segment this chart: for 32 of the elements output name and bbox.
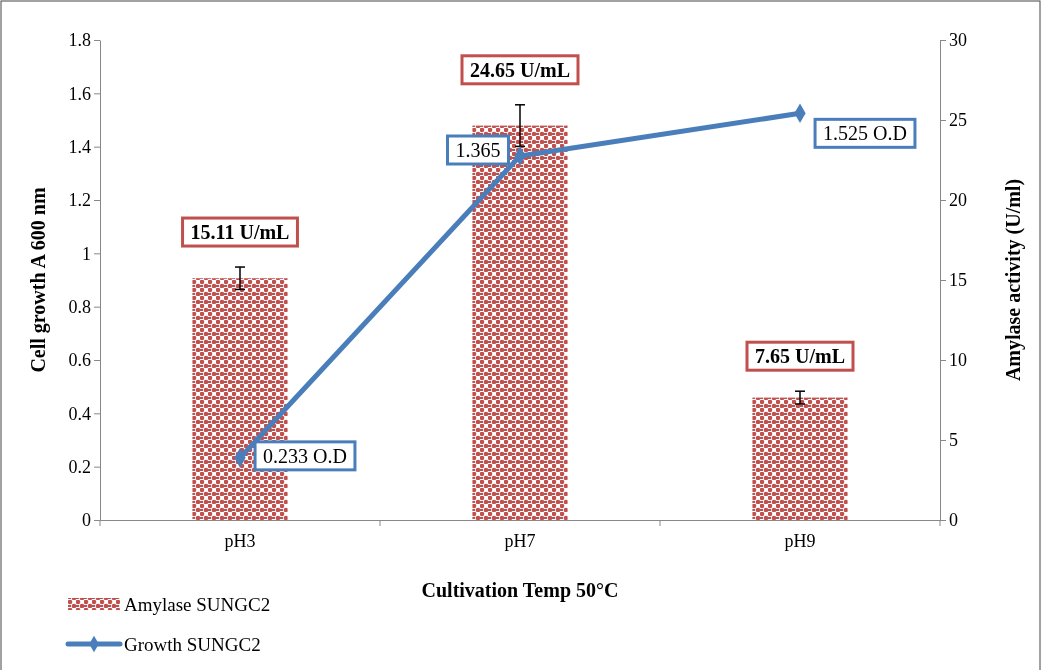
y-tick-label: 0 xyxy=(82,510,91,531)
y2-axis-title: Amylase activity (U/ml) xyxy=(1002,178,1025,382)
data-label: 7.65 U/mL xyxy=(755,345,845,368)
legend-label: Amylase SUNGC2 xyxy=(124,594,271,615)
y2-tick-label: 0 xyxy=(949,510,958,531)
data-label: 1.525 O.D xyxy=(823,122,907,145)
y2-tick-label: 10 xyxy=(949,350,967,371)
y-tick-label: 0.2 xyxy=(68,456,91,477)
y-tick-label: 0.8 xyxy=(68,296,91,317)
data-label: 1.365 xyxy=(455,139,501,161)
y-axis-title: Cell growth A 600 nm xyxy=(27,187,50,373)
data-label: 15.11 U/mL xyxy=(190,221,290,244)
y-tick-label: 1 xyxy=(82,243,91,264)
y-tick-label: 1.2 xyxy=(68,190,91,211)
x-tick-label: pH9 xyxy=(784,530,816,551)
y2-tick-label: 20 xyxy=(949,190,967,211)
data-label: 24.65 U/mL xyxy=(470,58,570,81)
y2-tick-label: 30 xyxy=(949,30,967,51)
y-tick-label: 1.6 xyxy=(68,83,91,104)
x-tick-label: pH7 xyxy=(504,530,536,551)
data-label: 0.233 O.D xyxy=(263,444,347,467)
y2-tick-label: 15 xyxy=(949,270,967,291)
y-tick-label: 1.8 xyxy=(68,30,91,51)
x-axis-title: Cultivation Temp 50°C xyxy=(421,579,619,602)
y-tick-label: 0.6 xyxy=(68,350,91,371)
y-tick-label: 1.4 xyxy=(68,136,91,157)
x-tick-label: pH3 xyxy=(224,530,256,551)
bar xyxy=(752,397,848,520)
legend-label: Growth SUNGC2 xyxy=(124,634,261,655)
y-tick-label: 0.4 xyxy=(68,403,91,424)
y2-tick-label: 5 xyxy=(949,430,958,451)
y2-tick-label: 25 xyxy=(949,110,967,131)
